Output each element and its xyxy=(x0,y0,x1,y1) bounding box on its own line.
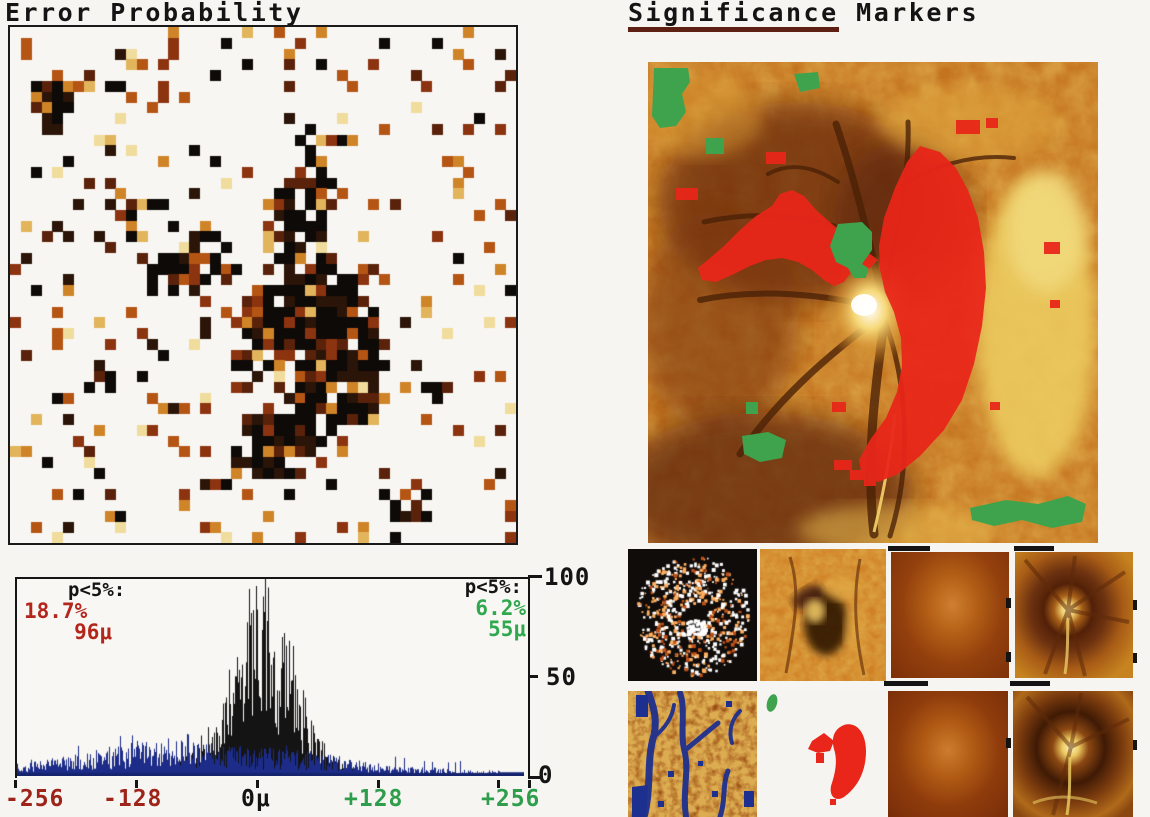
difference-histogram-frame xyxy=(15,577,530,778)
topo-change-svg xyxy=(760,549,886,681)
red-region-shape xyxy=(808,724,866,805)
registration-mark xyxy=(1014,546,1054,551)
stat-block-decrease: p<5%: 18.7% 96μ xyxy=(24,579,126,644)
x-tick-neg128 xyxy=(135,780,138,788)
x-label-neg256: -256 xyxy=(5,786,65,812)
y-tick-100 xyxy=(528,575,542,578)
thumbnail-reflectance-baseline[interactable] xyxy=(1015,552,1133,678)
fundus-significance-image xyxy=(613,62,1098,572)
registration-mark xyxy=(1006,652,1011,662)
y-tick-0 xyxy=(528,776,540,779)
x-label-pos256: +256 xyxy=(481,786,541,812)
x-label-pos128: +128 xyxy=(344,786,404,812)
green-region-shape xyxy=(766,694,778,712)
x-tick-neg256 xyxy=(14,780,17,788)
significance-regions-svg xyxy=(766,694,866,805)
p-area-left: 96μ xyxy=(74,620,112,644)
y-label-100: 100 xyxy=(544,563,591,591)
x-tick-pos128 xyxy=(377,780,380,788)
thumbnail-significance-regions[interactable] xyxy=(760,691,886,817)
difference-histogram xyxy=(17,579,524,776)
optic-cup-highlight xyxy=(851,294,877,316)
p-label-left: p<5%: xyxy=(68,579,126,601)
error-probability-map-frame xyxy=(8,25,518,545)
title-rest: Markers xyxy=(838,0,980,27)
registration-mark xyxy=(1006,738,1011,748)
x-tick-0 xyxy=(256,780,259,788)
x-label-neg128: -128 xyxy=(103,786,163,812)
registration-mark xyxy=(1133,600,1137,610)
x-tick-corner xyxy=(528,780,531,788)
thumbnail-significance-speckle-map[interactable] xyxy=(628,549,757,681)
registration-mark xyxy=(888,546,930,551)
y-tick-50 xyxy=(528,675,538,678)
reflectance-followup-svg xyxy=(1013,691,1133,817)
speckle-canvas xyxy=(628,549,757,681)
significance-markers-title: Significance Markers xyxy=(628,0,980,32)
thumbnail-vessel-mask[interactable] xyxy=(628,691,757,817)
thumbnail-topography-change-map[interactable] xyxy=(760,549,886,681)
thumbnail-mean-topography-followup[interactable] xyxy=(888,691,1008,817)
error-probability-map xyxy=(10,27,516,543)
p-label-right: p<5%: xyxy=(464,576,522,598)
y-label-0: 0 xyxy=(538,761,554,789)
green-increase-markers xyxy=(652,68,1086,528)
stat-block-increase: p<5%: 6.2% 55μ xyxy=(434,577,526,640)
vessel-mask-svg xyxy=(628,691,757,817)
error-probability-title: Error Probability xyxy=(5,0,304,27)
registration-mark xyxy=(1133,740,1137,750)
red-decrease-markers xyxy=(676,118,1060,486)
thumbnail-mean-topography-baseline[interactable] xyxy=(891,552,1009,678)
p-percent-right: 6.2% xyxy=(475,596,526,620)
p-percent-left: 18.7% xyxy=(24,599,88,623)
x-tick-pos256 xyxy=(497,780,500,788)
registration-mark xyxy=(884,681,928,686)
registration-mark xyxy=(1010,681,1050,686)
p-area-right: 55μ xyxy=(488,617,526,641)
x-label-0: 0μ xyxy=(241,786,271,812)
registration-mark xyxy=(1006,598,1011,608)
title-underlined-word: Significance xyxy=(628,0,839,32)
fundus-bright-regions xyxy=(643,77,1096,556)
reflectance-svg xyxy=(1015,552,1133,678)
thumbnail-reflectance-followup[interactable] xyxy=(1013,691,1133,817)
fundus-svg xyxy=(613,62,1098,572)
y-label-50: 50 xyxy=(546,663,577,691)
registration-mark xyxy=(1133,653,1137,663)
